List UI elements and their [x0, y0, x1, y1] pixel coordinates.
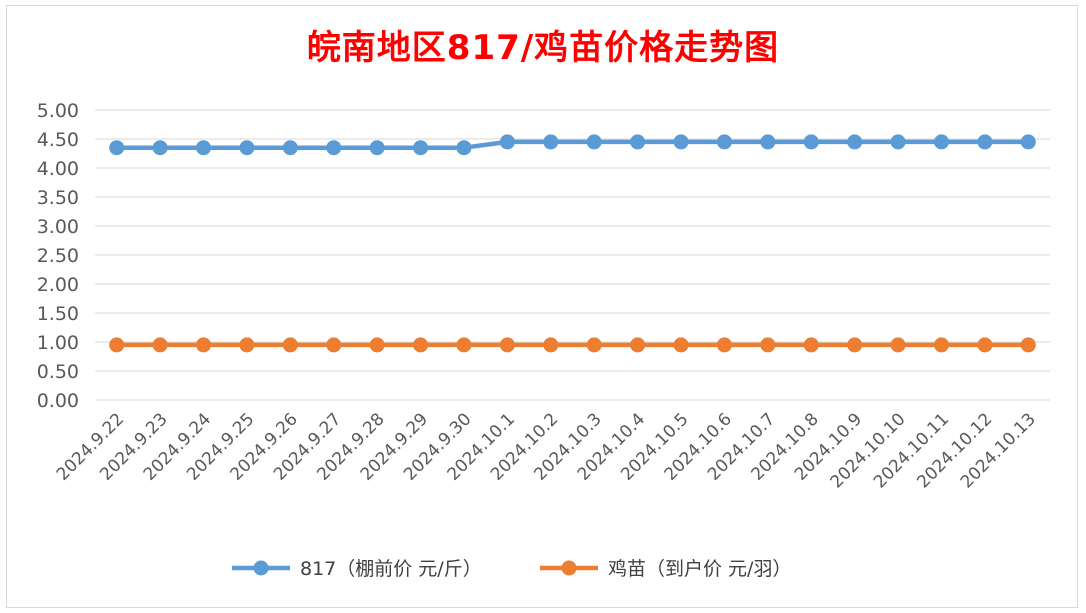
data-point[interactable] [803, 337, 819, 353]
data-point[interactable] [890, 337, 906, 353]
data-point[interactable] [152, 140, 168, 156]
data-point[interactable] [499, 134, 515, 150]
data-point[interactable] [369, 337, 385, 353]
legend-label-0: 817（棚前价 元/斤） [300, 558, 482, 580]
data-point[interactable] [760, 134, 776, 150]
series-lines [109, 134, 1036, 353]
series-line-0 [116, 139, 1029, 150]
data-point[interactable] [543, 134, 559, 150]
data-point[interactable] [456, 140, 472, 156]
data-point[interactable] [716, 337, 732, 353]
y-tick-label: 1.50 [37, 303, 79, 325]
data-point[interactable] [673, 337, 689, 353]
legend: 817（棚前价 元/斤） 鸡苗（到户价 元/羽） [232, 558, 791, 580]
data-point[interactable] [890, 134, 906, 150]
data-point[interactable] [152, 337, 168, 353]
data-point[interactable] [239, 140, 255, 156]
data-point[interactable] [933, 337, 949, 353]
data-point[interactable] [803, 134, 819, 150]
data-point[interactable] [109, 140, 125, 156]
data-point[interactable] [630, 337, 646, 353]
data-point[interactable] [673, 134, 689, 150]
data-point[interactable] [413, 140, 429, 156]
data-point[interactable] [196, 140, 212, 156]
data-point[interactable] [282, 140, 298, 156]
data-point[interactable] [499, 337, 515, 353]
data-point[interactable] [196, 337, 212, 353]
y-tick-label: 1.00 [37, 332, 79, 354]
data-point[interactable] [239, 337, 255, 353]
y-axis-ticks: 0.00 0.50 1.00 1.50 2.00 2.50 3.00 3.50 4.00 4.50… [37, 100, 79, 412]
data-point[interactable] [977, 134, 993, 150]
data-point[interactable] [847, 134, 863, 150]
data-point[interactable] [109, 337, 125, 353]
y-tick-label: 2.00 [37, 274, 79, 296]
gridlines [95, 109, 1050, 401]
y-tick-label: 0.50 [37, 361, 79, 383]
y-tick-label: 5.00 [37, 100, 79, 122]
y-tick-label: 3.50 [37, 187, 79, 209]
chart-title: 皖南地区817/鸡苗价格走势图 [306, 28, 780, 68]
y-tick-label: 4.50 [37, 129, 79, 151]
data-point[interactable] [326, 140, 342, 156]
chart-area[interactable] [6, 5, 1078, 608]
data-point[interactable] [977, 337, 993, 353]
data-point[interactable] [413, 337, 429, 353]
data-point[interactable] [369, 140, 385, 156]
data-point[interactable] [933, 134, 949, 150]
x-axis-ticks: 2024.9.222024.9.232024.9.242024.9.252024… [53, 409, 1040, 492]
data-point[interactable] [630, 134, 646, 150]
data-point[interactable] [456, 337, 472, 353]
data-point[interactable] [543, 337, 559, 353]
data-point[interactable] [1020, 134, 1036, 150]
data-point[interactable] [1020, 337, 1036, 353]
data-point[interactable] [586, 134, 602, 150]
y-tick-label: 3.00 [37, 216, 79, 238]
legend-label-1: 鸡苗（到户价 元/羽） [608, 558, 791, 580]
legend-marker-1 [561, 560, 577, 576]
y-tick-label: 0.00 [37, 390, 79, 412]
data-point[interactable] [716, 134, 732, 150]
y-tick-label: 2.50 [37, 245, 79, 267]
legend-marker-0 [253, 560, 269, 576]
data-point[interactable] [586, 337, 602, 353]
data-point[interactable] [847, 337, 863, 353]
data-point[interactable] [282, 337, 298, 353]
data-point[interactable] [326, 337, 342, 353]
data-point[interactable] [760, 337, 776, 353]
y-tick-label: 4.00 [37, 158, 79, 180]
